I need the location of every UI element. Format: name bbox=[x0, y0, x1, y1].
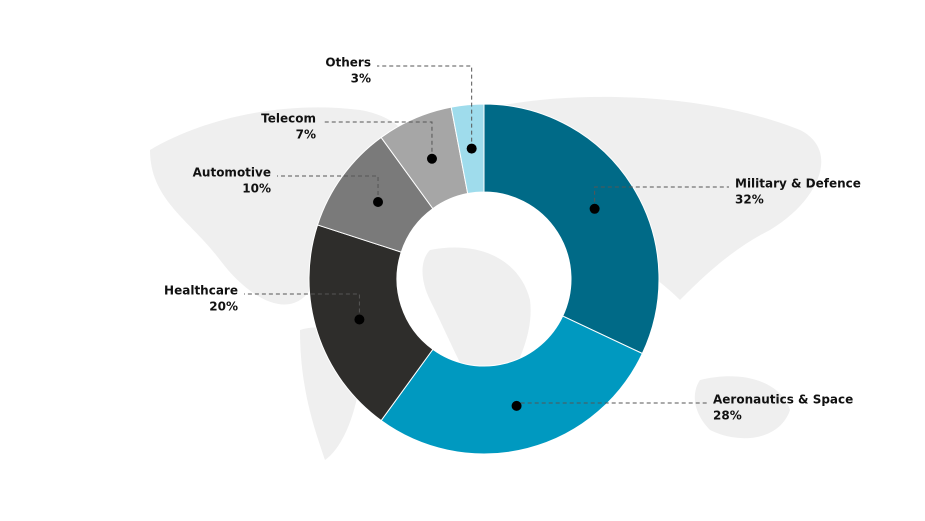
leader-line bbox=[277, 175, 379, 202]
leader-dot bbox=[511, 400, 522, 411]
slice-value-label: 20% bbox=[209, 300, 238, 314]
leader-dot bbox=[373, 197, 384, 208]
slice-name: Telecom bbox=[261, 112, 316, 126]
slice-name: Automotive bbox=[193, 166, 271, 180]
leader-dot bbox=[426, 153, 437, 164]
donut-slice bbox=[380, 315, 644, 455]
slice-name: Others bbox=[325, 56, 371, 70]
leader-line bbox=[594, 186, 729, 209]
donut-slice bbox=[483, 103, 660, 355]
slice-value-label: 28% bbox=[713, 409, 742, 423]
slice-name: Healthcare bbox=[164, 284, 238, 298]
slice-value-label: 10% bbox=[242, 182, 271, 196]
donut-slice bbox=[308, 224, 434, 422]
slice-value-label: 3% bbox=[351, 72, 371, 86]
slice-name: Aeronautics & Space bbox=[713, 393, 853, 407]
leader-line bbox=[322, 121, 433, 159]
slice-name: Military & Defence bbox=[735, 177, 861, 191]
leader-dot bbox=[589, 203, 600, 214]
slice-value-label: 32% bbox=[735, 193, 764, 207]
leader-line bbox=[244, 293, 360, 320]
leader-dot bbox=[354, 314, 365, 325]
leader-dot bbox=[466, 143, 477, 154]
slice-value-label: 7% bbox=[296, 128, 316, 142]
